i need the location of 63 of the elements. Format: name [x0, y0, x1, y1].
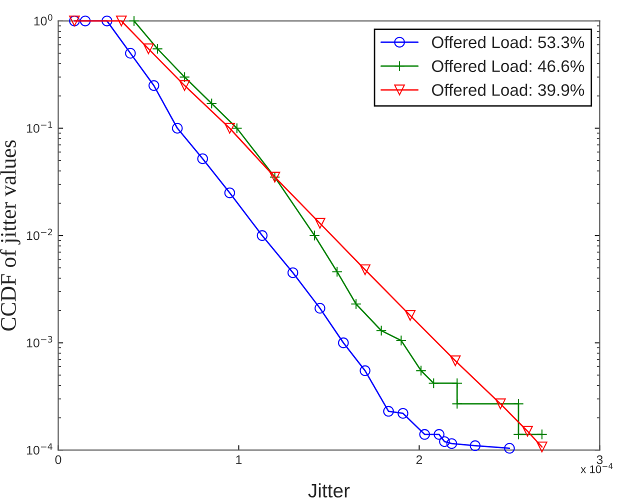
x-tick-label: 2	[416, 455, 422, 464]
point	[224, 122, 236, 134]
x-tick-label: 3	[596, 455, 603, 464]
point	[396, 335, 407, 346]
point	[428, 378, 440, 389]
point	[332, 266, 342, 278]
point	[128, 16, 140, 26]
point	[148, 80, 160, 91]
point	[102, 16, 112, 26]
point	[179, 80, 190, 91]
point	[536, 442, 548, 452]
point	[536, 429, 548, 440]
y-tick-label: 10$^{−4}$	[26, 443, 52, 455]
point	[360, 264, 370, 276]
point	[434, 429, 444, 440]
point	[495, 398, 506, 410]
point	[452, 398, 462, 410]
y-tick-label: 10$^{0}$	[34, 14, 52, 26]
point	[513, 429, 524, 440]
point	[80, 16, 91, 26]
point	[398, 408, 408, 419]
point	[360, 365, 370, 376]
point	[179, 72, 190, 82]
y-tick-label: 10$^{−1}$	[26, 122, 52, 133]
point	[416, 365, 426, 376]
point	[172, 122, 183, 134]
point	[419, 429, 430, 440]
point	[224, 187, 236, 198]
legend-label: Offered Load: 46.6%	[432, 60, 584, 72]
point	[470, 440, 481, 452]
x-tick-label: 0	[55, 455, 62, 464]
point	[404, 310, 416, 321]
y-tick-label: 10$^{−3}$	[26, 336, 52, 348]
point	[309, 230, 320, 241]
y-axis-title: CCDF of jitter values	[0, 140, 20, 331]
legend-label: Offered Load: 39.9%	[432, 84, 584, 96]
point	[116, 16, 127, 26]
point	[383, 406, 394, 417]
point	[256, 230, 268, 241]
point	[206, 98, 218, 109]
point	[232, 122, 242, 134]
point	[513, 398, 524, 410]
point	[152, 43, 163, 54]
point	[439, 436, 450, 447]
y-tick-label: 10$^{−2}$	[26, 228, 52, 240]
point	[287, 267, 298, 278]
point	[504, 442, 515, 454]
point	[450, 355, 461, 366]
point	[376, 325, 387, 336]
point	[197, 153, 208, 164]
point	[314, 218, 326, 229]
point	[350, 298, 362, 310]
point	[314, 302, 326, 314]
point	[338, 337, 349, 348]
x-tick-label: 1	[236, 455, 242, 464]
point	[125, 48, 136, 59]
point	[522, 426, 533, 437]
x-axis-title: Jitter	[308, 483, 350, 498]
point	[143, 43, 154, 54]
text: x 10$^{−4}$	[580, 463, 613, 474]
point	[452, 378, 462, 389]
point	[446, 438, 458, 449]
legend-label: Offered Load: 53.3%	[432, 36, 584, 48]
